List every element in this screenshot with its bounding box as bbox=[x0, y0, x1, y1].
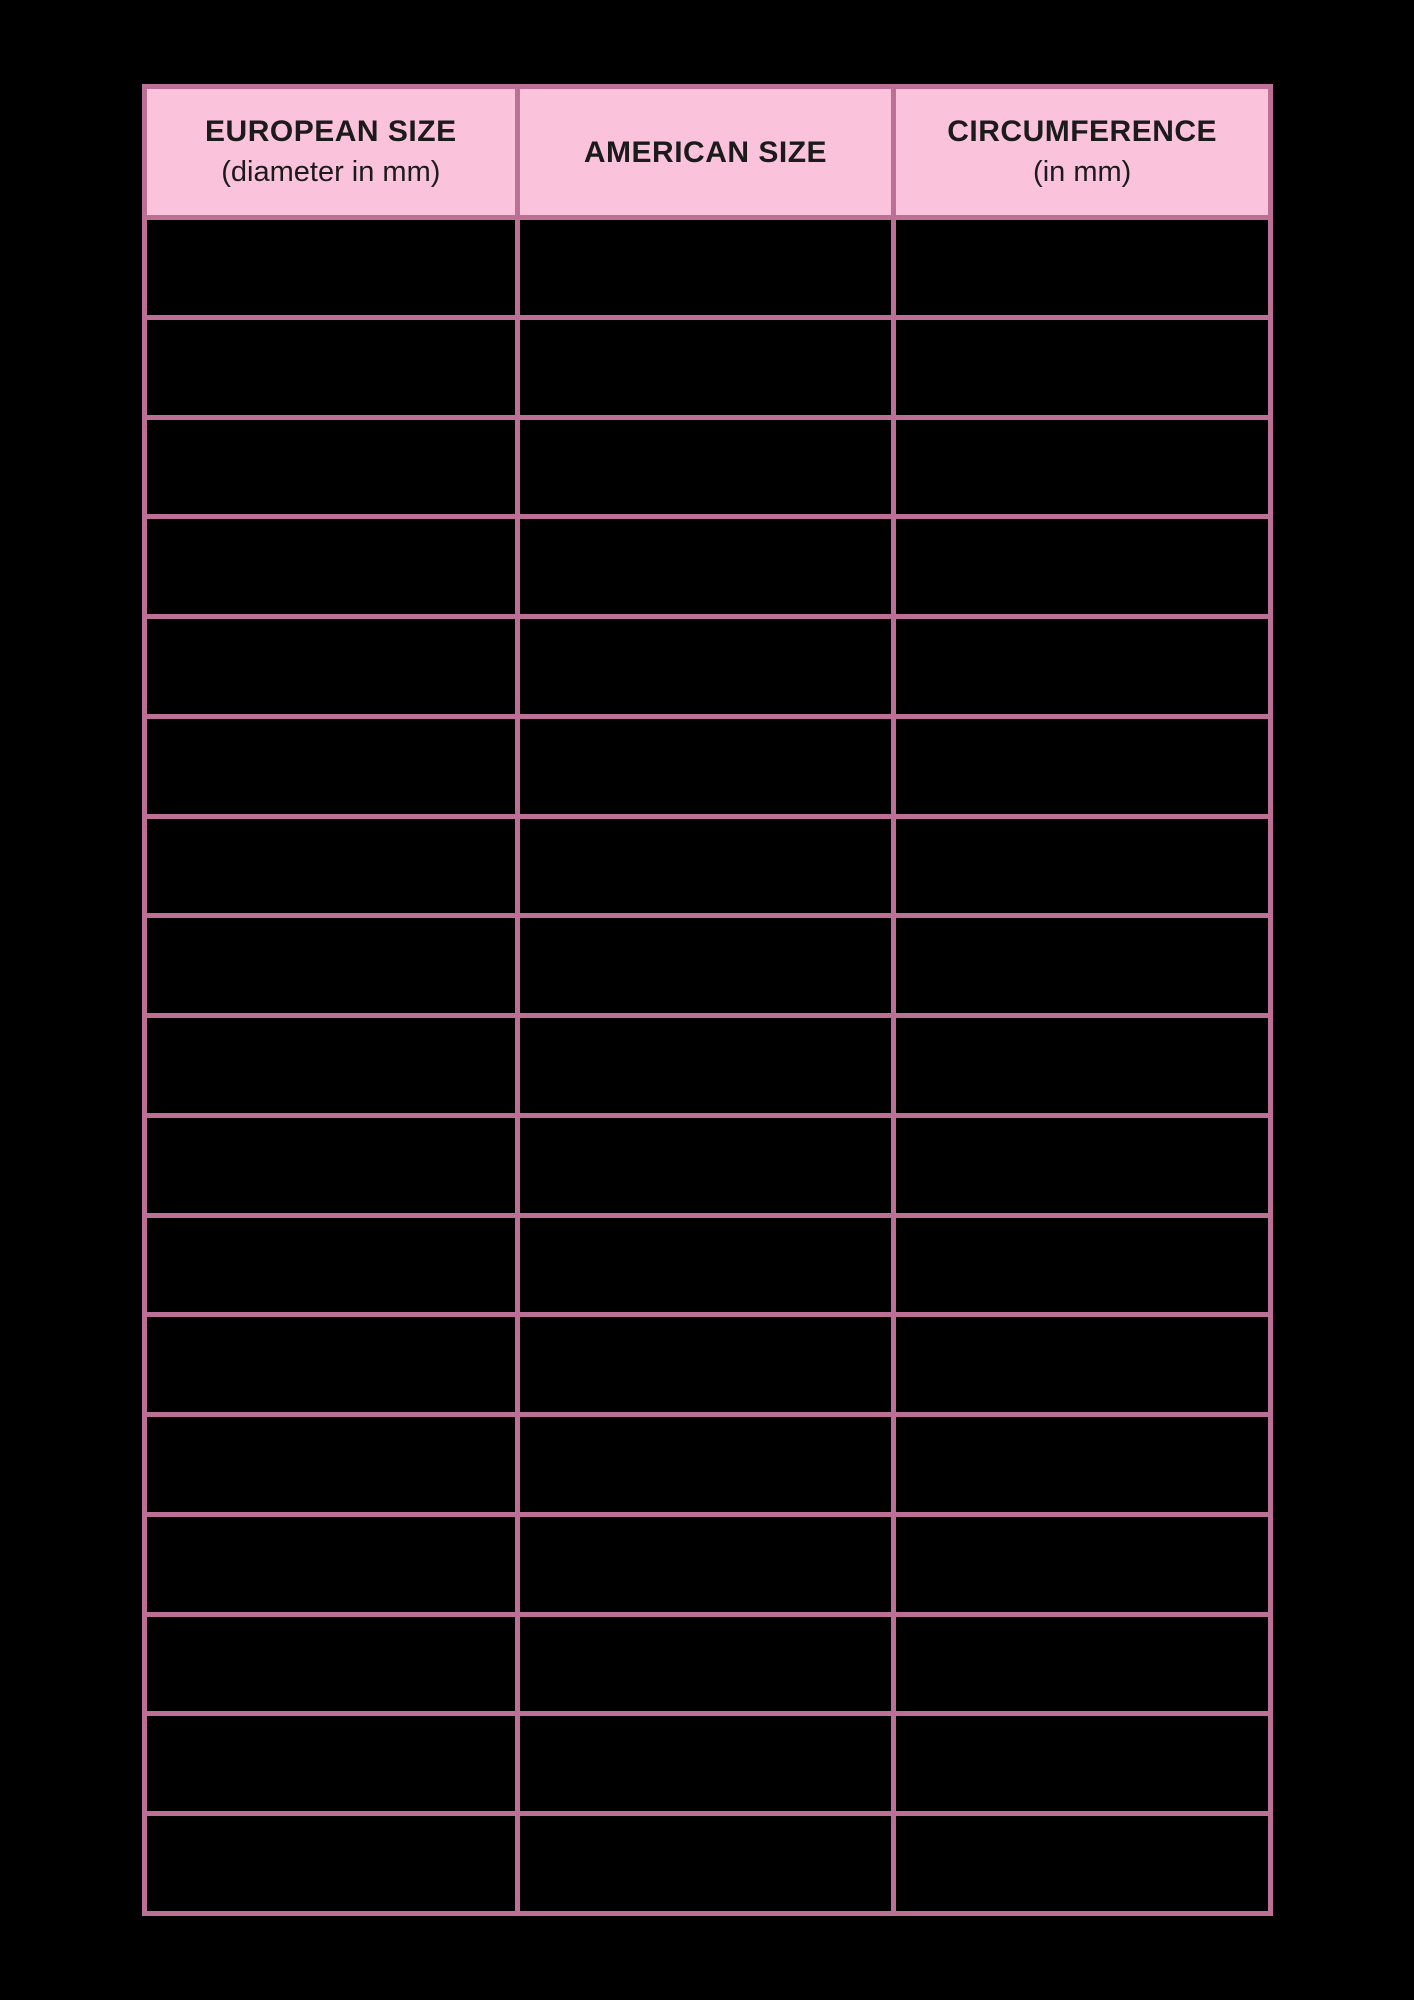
table-cell bbox=[896, 619, 1268, 714]
table-cell bbox=[147, 519, 515, 615]
table-cell bbox=[147, 818, 515, 914]
column-title-american-size: AMERICAN SIZE bbox=[583, 135, 828, 169]
header-cell-european-size: EUROPEAN SIZE (diameter in mm) bbox=[147, 89, 515, 215]
table-cell bbox=[147, 918, 515, 1014]
size-chart-table: EUROPEAN SIZE (diameter in mm) AMERICAN … bbox=[142, 84, 1273, 1916]
table-cell bbox=[147, 1117, 515, 1213]
column-subtitle-diameter: (diameter in mm) bbox=[221, 156, 441, 189]
table-cell bbox=[896, 1417, 1268, 1512]
table-cell bbox=[147, 1317, 515, 1413]
table-cell bbox=[519, 1018, 892, 1113]
table-cell bbox=[519, 718, 892, 814]
table-cell bbox=[896, 1217, 1268, 1313]
table-cell bbox=[896, 818, 1268, 914]
table-cell bbox=[147, 319, 515, 415]
table-cell bbox=[147, 1516, 515, 1612]
table-cell bbox=[896, 419, 1268, 515]
table-cell bbox=[519, 1417, 892, 1512]
table-cell bbox=[896, 1117, 1268, 1213]
table-cell bbox=[147, 1816, 515, 1911]
table-cell bbox=[147, 1616, 515, 1712]
table-cell bbox=[147, 419, 515, 515]
table-cell bbox=[896, 319, 1268, 415]
table-cell bbox=[519, 519, 892, 615]
table-cell bbox=[519, 1716, 892, 1812]
table-cell bbox=[519, 1816, 892, 1911]
column-title-circumference: CIRCUMFERENCE bbox=[947, 115, 1218, 149]
table-cell bbox=[519, 220, 892, 315]
table-cell bbox=[519, 918, 892, 1014]
table-cell bbox=[147, 718, 515, 814]
table-cell bbox=[147, 220, 515, 315]
table-cell bbox=[896, 1317, 1268, 1413]
table-cell bbox=[519, 419, 892, 515]
table-cell bbox=[519, 1317, 892, 1413]
table-cell bbox=[519, 1516, 892, 1612]
table-cell bbox=[147, 1018, 515, 1113]
table-cell bbox=[896, 918, 1268, 1014]
table-cell bbox=[519, 1117, 892, 1213]
column-subtitle-in-mm: (in mm) bbox=[1033, 156, 1132, 189]
table-cell bbox=[896, 718, 1268, 814]
table-cell bbox=[147, 1217, 515, 1313]
table-cell bbox=[896, 1018, 1268, 1113]
table-cell bbox=[147, 619, 515, 714]
table-cell bbox=[896, 519, 1268, 615]
table-cell bbox=[147, 1716, 515, 1812]
header-cell-american-size: AMERICAN SIZE bbox=[519, 89, 892, 215]
table-cell bbox=[519, 319, 892, 415]
table-cell bbox=[896, 1616, 1268, 1712]
table-cell bbox=[147, 1417, 515, 1512]
table-cell bbox=[896, 220, 1268, 315]
header-cell-circumference: CIRCUMFERENCE (in mm) bbox=[896, 89, 1268, 215]
table-cell bbox=[519, 1217, 892, 1313]
table-cell bbox=[519, 619, 892, 714]
column-title-european-size: EUROPEAN SIZE bbox=[205, 115, 457, 149]
table-cell bbox=[896, 1816, 1268, 1911]
table-cell bbox=[896, 1716, 1268, 1812]
table-cell bbox=[519, 818, 892, 914]
table-cell bbox=[896, 1516, 1268, 1612]
table-cell bbox=[519, 1616, 892, 1712]
